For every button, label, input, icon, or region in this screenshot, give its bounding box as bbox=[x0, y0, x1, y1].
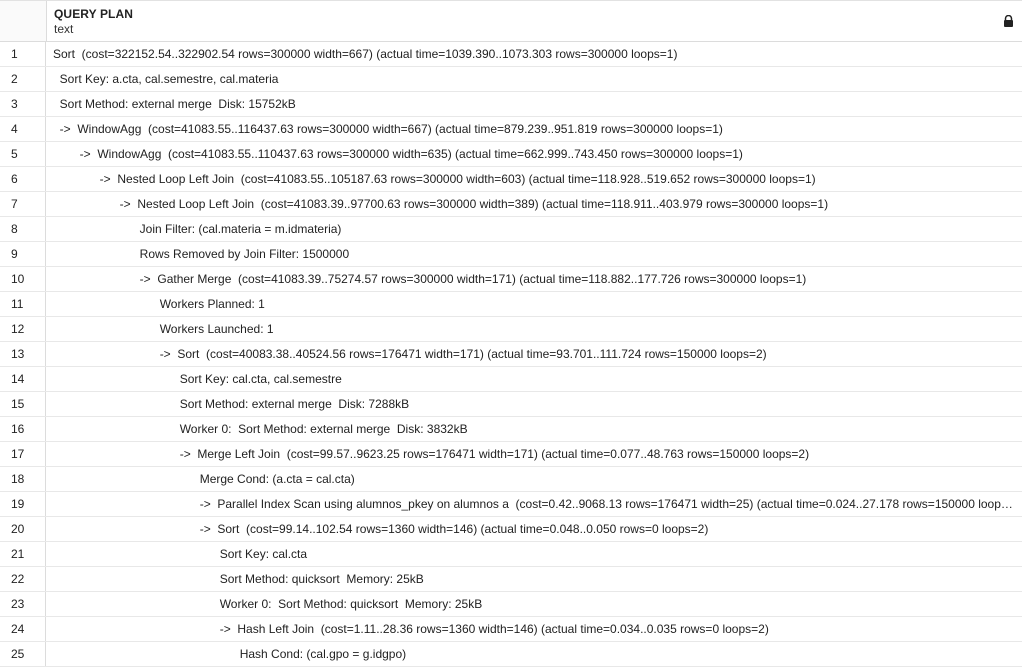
row-number[interactable]: 6 bbox=[0, 167, 46, 191]
query-plan-cell[interactable]: Worker 0: Sort Method: external merge Di… bbox=[53, 422, 468, 436]
column-name: QUERY PLAN bbox=[54, 7, 134, 21]
query-plan-cell[interactable]: -> WindowAgg (cost=41083.55..110437.63 r… bbox=[53, 147, 743, 161]
query-plan-cell[interactable]: Sort Key: cal.cta bbox=[53, 547, 308, 561]
row-number[interactable]: 24 bbox=[0, 617, 46, 641]
query-plan-cell[interactable]: Sort Key: a.cta, cal.semestre, cal.mater… bbox=[53, 72, 279, 86]
query-plan-cell[interactable]: -> Sort (cost=40083.38..40524.56 rows=17… bbox=[53, 347, 767, 361]
row-number[interactable]: 1 bbox=[0, 42, 46, 66]
row-number[interactable]: 16 bbox=[0, 417, 46, 441]
table-row[interactable]: 4 -> WindowAgg (cost=41083.55..116437.63… bbox=[0, 117, 1022, 142]
grid-body: 1 Sort (cost=322152.54..322902.54 rows=30… bbox=[0, 42, 1022, 667]
query-plan-cell[interactable]: -> Parallel Index Scan using alumnos_pke… bbox=[53, 497, 1022, 511]
row-number[interactable]: 21 bbox=[0, 542, 46, 566]
table-row[interactable]: 24 -> Hash Left Join (cost=1.11..28.36 r… bbox=[0, 617, 1022, 642]
query-plan-cell[interactable]: Sort Method: external merge Disk: 15752k… bbox=[53, 97, 296, 111]
query-plan-cell[interactable]: Hash Cond: (cal.gpo = g.idgpo) bbox=[53, 647, 407, 661]
row-number[interactable]: 15 bbox=[0, 392, 46, 416]
query-plan-cell[interactable]: Rows Removed by Join Filter: 1500000 bbox=[53, 247, 350, 261]
table-row[interactable]: 1 Sort (cost=322152.54..322902.54 rows=30… bbox=[0, 42, 1022, 67]
table-row[interactable]: 12 Workers Launched: 1 bbox=[0, 317, 1022, 342]
query-plan-cell[interactable]: -> Nested Loop Left Join (cost=41083.39.… bbox=[53, 197, 829, 211]
table-row[interactable]: 10 -> Gather Merge (cost=41083.39..75274… bbox=[0, 267, 1022, 292]
row-number[interactable]: 4 bbox=[0, 117, 46, 141]
row-number[interactable]: 14 bbox=[0, 367, 46, 391]
query-plan-cell[interactable]: -> Gather Merge (cost=41083.39..75274.57… bbox=[53, 272, 807, 286]
table-row[interactable]: 15 Sort Method: external merge Disk: 728… bbox=[0, 392, 1022, 417]
row-number[interactable]: 25 bbox=[0, 642, 46, 666]
query-plan-cell[interactable]: Sort (cost=322152.54..322902.54 rows=300… bbox=[53, 47, 678, 61]
grid-header: QUERY PLAN text bbox=[0, 1, 1022, 42]
row-number[interactable]: 3 bbox=[0, 92, 46, 116]
query-plan-cell[interactable]: Merge Cond: (a.cta = cal.cta) bbox=[53, 472, 355, 486]
table-row[interactable]: 19 -> Parallel Index Scan using alumnos_… bbox=[0, 492, 1022, 517]
table-row[interactable]: 25 Hash Cond: (cal.gpo = g.idgpo) bbox=[0, 642, 1022, 667]
column-type: text bbox=[54, 22, 74, 36]
row-number[interactable]: 17 bbox=[0, 442, 46, 466]
row-number[interactable]: 19 bbox=[0, 492, 46, 516]
query-plan-cell[interactable]: -> Merge Left Join (cost=99.57..9623.25 … bbox=[53, 447, 810, 461]
row-number[interactable]: 7 bbox=[0, 192, 46, 216]
query-plan-cell[interactable]: Sort Method: external merge Disk: 7288kB bbox=[53, 397, 410, 411]
table-row[interactable]: 16 Worker 0: Sort Method: external merge… bbox=[0, 417, 1022, 442]
row-number[interactable]: 23 bbox=[0, 592, 46, 616]
table-row[interactable]: 8 Join Filter: (cal.materia = m.idmateri… bbox=[0, 217, 1022, 242]
query-plan-cell[interactable]: -> Hash Left Join (cost=1.11..28.36 rows… bbox=[53, 622, 769, 636]
row-number[interactable]: 13 bbox=[0, 342, 46, 366]
table-row[interactable]: 17 -> Merge Left Join (cost=99.57..9623.… bbox=[0, 442, 1022, 467]
query-plan-cell[interactable]: Workers Planned: 1 bbox=[53, 297, 265, 311]
row-number[interactable]: 2 bbox=[0, 67, 46, 91]
table-row[interactable]: 2 Sort Key: a.cta, cal.semestre, cal.mat… bbox=[0, 67, 1022, 92]
table-row[interactable]: 9 Rows Removed by Join Filter: 1500000 bbox=[0, 242, 1022, 267]
row-number-header[interactable] bbox=[0, 1, 47, 41]
table-row[interactable]: 11 Workers Planned: 1 bbox=[0, 292, 1022, 317]
row-number[interactable]: 18 bbox=[0, 467, 46, 491]
table-row[interactable]: 22 Sort Method: quicksort Memory: 25kB bbox=[0, 567, 1022, 592]
table-row[interactable]: 7 -> Nested Loop Left Join (cost=41083.3… bbox=[0, 192, 1022, 217]
row-number[interactable]: 10 bbox=[0, 267, 46, 291]
table-row[interactable]: 6 -> Nested Loop Left Join (cost=41083.5… bbox=[0, 167, 1022, 192]
query-plan-cell[interactable]: Workers Launched: 1 bbox=[53, 322, 274, 336]
query-plan-cell[interactable]: -> Sort (cost=99.14..102.54 rows=1360 wi… bbox=[53, 522, 709, 536]
row-number[interactable]: 11 bbox=[0, 292, 46, 316]
query-plan-cell[interactable]: -> Nested Loop Left Join (cost=41083.55.… bbox=[53, 172, 816, 186]
row-number[interactable]: 5 bbox=[0, 142, 46, 166]
table-row[interactable]: 18 Merge Cond: (a.cta = cal.cta) bbox=[0, 467, 1022, 492]
lock-icon bbox=[1004, 15, 1013, 27]
query-plan-cell[interactable]: Sort Key: cal.cta, cal.semestre bbox=[53, 372, 342, 386]
row-number[interactable]: 22 bbox=[0, 567, 46, 591]
row-number[interactable]: 9 bbox=[0, 242, 46, 266]
table-row[interactable]: 5 -> WindowAgg (cost=41083.55..110437.63… bbox=[0, 142, 1022, 167]
row-number[interactable]: 12 bbox=[0, 317, 46, 341]
row-number[interactable]: 8 bbox=[0, 217, 46, 241]
table-row[interactable]: 3 Sort Method: external merge Disk: 1575… bbox=[0, 92, 1022, 117]
query-plan-cell[interactable]: Worker 0: Sort Method: quicksort Memory:… bbox=[53, 597, 483, 611]
table-row[interactable]: 14 Sort Key: cal.cta, cal.semestre bbox=[0, 367, 1022, 392]
column-header-query-plan[interactable]: QUERY PLAN text bbox=[47, 1, 1022, 41]
query-plan-cell[interactable]: -> WindowAgg (cost=41083.55..116437.63 r… bbox=[53, 122, 723, 136]
row-number[interactable]: 20 bbox=[0, 517, 46, 541]
table-row[interactable]: 13 -> Sort (cost=40083.38..40524.56 rows… bbox=[0, 342, 1022, 367]
table-row[interactable]: 21 Sort Key: cal.cta bbox=[0, 542, 1022, 567]
query-plan-cell[interactable]: Join Filter: (cal.materia = m.idmateria) bbox=[53, 222, 342, 236]
table-row[interactable]: 20 -> Sort (cost=99.14..102.54 rows=1360… bbox=[0, 517, 1022, 542]
table-row[interactable]: 23 Worker 0: Sort Method: quicksort Memo… bbox=[0, 592, 1022, 617]
query-plan-cell[interactable]: Sort Method: quicksort Memory: 25kB bbox=[53, 572, 424, 586]
